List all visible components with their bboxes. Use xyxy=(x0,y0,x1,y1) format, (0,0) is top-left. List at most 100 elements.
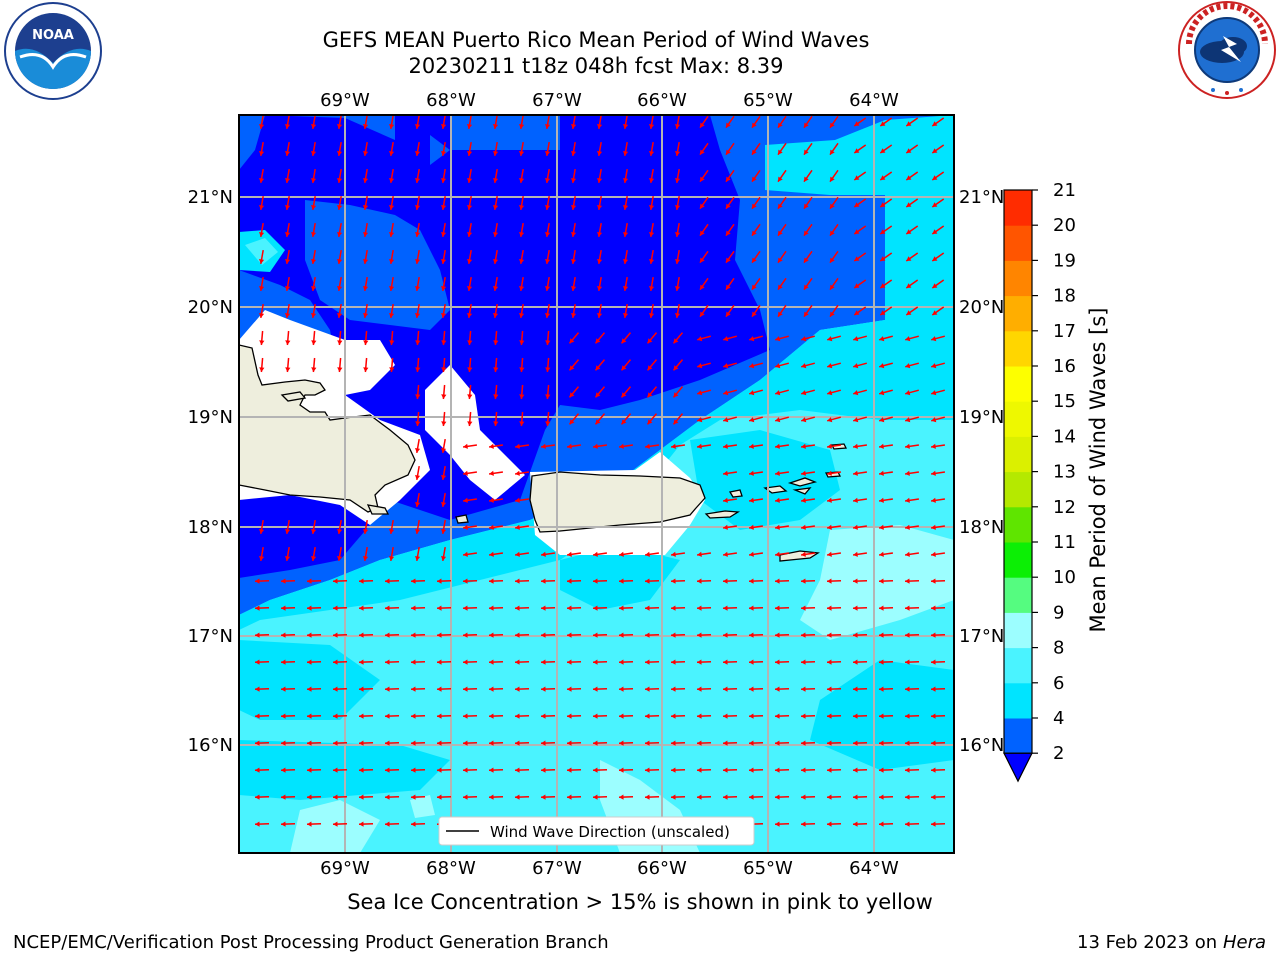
wind-arrowhead xyxy=(749,659,754,665)
wind-arrowhead xyxy=(726,149,731,155)
wind-arrowhead xyxy=(905,713,910,719)
lon-label-bottom: 65°W xyxy=(743,858,793,879)
footer-date-text: 13 Feb 2023 on xyxy=(1077,932,1218,953)
wind-arrowhead xyxy=(411,659,416,665)
colorbar-tick-label: 9 xyxy=(1053,602,1064,623)
colorbar-label: Mean Period of Wind Waves [s] xyxy=(1086,308,1110,633)
wind-arrowhead xyxy=(804,311,809,317)
wind-arrowhead xyxy=(645,578,650,584)
lat-label-left: 21°N xyxy=(188,187,233,208)
wind-arrowhead xyxy=(541,659,546,665)
wind-arrowhead xyxy=(879,659,884,665)
colorbar-tick-label: 19 xyxy=(1053,250,1076,271)
wind-arrowhead xyxy=(593,659,598,665)
wind-arrowhead xyxy=(749,470,754,476)
land-gonave xyxy=(366,504,390,515)
wind-arrowhead xyxy=(723,659,728,665)
wind-arrowhead xyxy=(671,686,676,692)
wind-arrowhead xyxy=(880,310,886,315)
wind-arrowhead xyxy=(311,151,317,156)
wind-arrowhead xyxy=(649,205,655,210)
wind-arrowhead xyxy=(854,148,860,153)
colorbar-segment xyxy=(1004,401,1032,437)
wind-arrowhead xyxy=(931,336,937,342)
wind-arrowhead xyxy=(363,205,369,210)
wind-arrowhead xyxy=(515,632,520,638)
wind-arrowhead xyxy=(778,311,783,317)
wind-arrowhead xyxy=(931,551,936,557)
wind-arrowhead xyxy=(307,740,312,746)
lon-label-top: 65°W xyxy=(743,90,793,111)
wind-arrowhead xyxy=(726,176,731,182)
wind-arrowhead xyxy=(749,363,755,369)
wind-arrowhead xyxy=(337,529,343,534)
wind-arrowhead xyxy=(671,578,676,584)
wind-arrowhead xyxy=(645,767,650,773)
colorbar-tick-label: 20 xyxy=(1053,215,1076,236)
wind-arrowhead xyxy=(285,205,291,210)
wind-arrowhead xyxy=(545,367,551,372)
wind-arrowhead xyxy=(463,443,468,449)
wind-arrowhead xyxy=(932,256,938,261)
colorbar-segment xyxy=(1004,225,1032,261)
wind-arrowhead xyxy=(467,313,473,318)
wind-arrowhead xyxy=(389,367,395,372)
wind-arrowhead xyxy=(726,203,731,209)
colorbar-segment xyxy=(1004,471,1032,508)
wind-arrowhead xyxy=(363,178,369,183)
wind-arrowhead xyxy=(489,524,494,530)
wind-arrowhead xyxy=(931,686,936,692)
wind-arrowhead xyxy=(259,232,265,237)
wind-arrowhead xyxy=(853,497,858,503)
wind-arrowhead xyxy=(775,605,780,611)
wind-arrowhead xyxy=(645,551,650,557)
wind-arrowhead xyxy=(778,257,783,263)
chart-subtitle: 20230211 t18z 048h fcst Max: 8.39 xyxy=(408,54,784,78)
wind-arrowhead xyxy=(623,124,629,129)
wind-arrowhead xyxy=(801,390,807,396)
wind-arrowhead xyxy=(827,821,832,827)
wind-arrowhead xyxy=(441,367,447,372)
wind-arrowhead xyxy=(593,767,598,773)
wind-arrowhead xyxy=(775,659,780,665)
lat-label-right: 20°N xyxy=(959,297,1004,318)
wind-arrowhead xyxy=(697,740,702,746)
wind-arrowhead xyxy=(778,176,783,182)
wind-arrowhead xyxy=(515,767,520,773)
wind-arrowhead xyxy=(700,311,705,317)
wind-arrowhead xyxy=(569,392,575,398)
colorbar-segment xyxy=(1004,577,1032,613)
wind-arrowhead xyxy=(623,151,629,156)
wind-arrowhead xyxy=(673,338,679,344)
wind-arrowhead xyxy=(493,178,499,183)
wind-arrowhead xyxy=(415,475,421,480)
wind-arrowhead xyxy=(879,713,884,719)
wind-arrowhead xyxy=(593,686,598,692)
wind-arrowhead xyxy=(489,713,494,719)
wind-arrowhead xyxy=(723,632,728,638)
colorbar-tick-label: 4 xyxy=(1053,708,1064,729)
footer-date: 13 Feb 2023 on Hera xyxy=(1077,932,1266,953)
wind-arrowhead xyxy=(804,257,809,263)
wind-arrowhead xyxy=(467,151,473,156)
wind-arrowhead xyxy=(879,605,884,611)
wind-arrowhead xyxy=(879,686,884,692)
wind-arrowhead xyxy=(415,259,421,264)
wind-arrowhead xyxy=(595,338,601,344)
wind-arrowhead xyxy=(675,232,681,237)
wind-arrowhead xyxy=(307,578,312,584)
wind-arrowhead xyxy=(281,713,286,719)
wind-arrowhead xyxy=(931,470,936,476)
wind-arrowhead xyxy=(541,713,546,719)
wind-arrowhead xyxy=(906,229,912,234)
wind-arrowhead xyxy=(281,659,286,665)
colorbar-segment xyxy=(1004,436,1032,473)
wind-arrowhead xyxy=(645,605,650,611)
wind-arrowhead xyxy=(389,205,395,210)
wind-arrowhead xyxy=(493,232,499,237)
wind-arrowhead xyxy=(697,417,703,423)
wind-arrowhead xyxy=(567,767,572,773)
wind-arrowhead xyxy=(463,767,468,773)
wind-arrowhead xyxy=(545,205,551,210)
wind-arrowhead xyxy=(437,713,442,719)
